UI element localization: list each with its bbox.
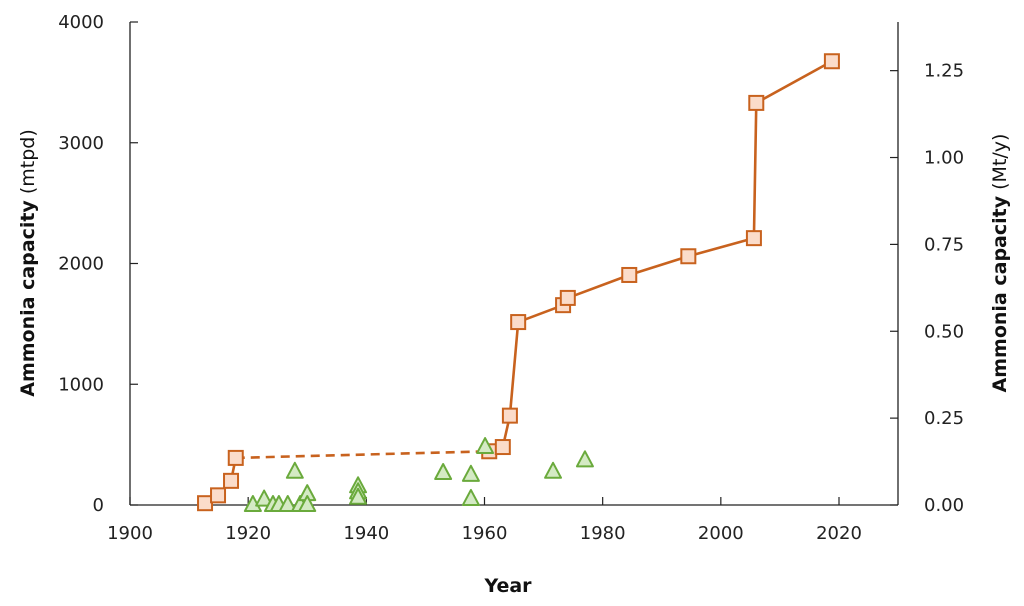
square-marker — [197, 495, 214, 512]
y-tick-label: 4000 — [58, 12, 104, 33]
triangle-marker — [461, 488, 480, 506]
y-tick-label: 1000 — [58, 374, 104, 395]
y2-tick-label: 0.25 — [924, 408, 964, 429]
square-marker — [223, 472, 240, 489]
y2-tick-label: 0.00 — [924, 495, 964, 516]
triangle-marker — [349, 487, 368, 505]
y-axis-title: Ammonia capacity (mtpd) — [17, 129, 39, 397]
x-axis-title: Year — [483, 575, 532, 597]
triangle-marker — [461, 464, 480, 482]
triangle-marker — [278, 495, 297, 512]
square-marker — [210, 487, 227, 504]
y2-tick-label: 1.00 — [924, 148, 964, 169]
x-tick-label: 1920 — [225, 523, 271, 544]
square-marker — [823, 53, 840, 70]
y2-tick-label: 0.75 — [924, 234, 964, 255]
triangle-marker — [298, 495, 317, 512]
square-marker — [227, 449, 244, 466]
triangle-marker — [285, 461, 304, 479]
square-marker — [494, 439, 511, 456]
largest-plant-line-late — [488, 60, 833, 453]
square-marker — [621, 266, 638, 283]
square-marker — [559, 289, 576, 306]
triangle-marker — [476, 437, 495, 455]
square-marker — [501, 407, 518, 424]
y2-tick-label: 1.25 — [924, 61, 964, 82]
largest-plant-line-dashed — [235, 449, 490, 460]
x-tick-label: 1980 — [580, 523, 626, 544]
x-tick-label: 2020 — [816, 523, 862, 544]
axes: 0 1000 2000 3000 4000 0.00 0.25 0.50 0.75 1.00 1.2… — [58, 12, 964, 544]
series-lines — [204, 60, 833, 505]
square-marker — [745, 230, 762, 247]
triangle-marker — [255, 489, 274, 507]
y-tick-label: 2000 — [58, 254, 104, 275]
y2-tick-label: 0.50 — [924, 321, 964, 342]
triangle-marker — [575, 450, 594, 468]
triangle-marker — [434, 463, 453, 481]
triangle-marker — [544, 461, 563, 479]
square-marker — [748, 94, 765, 111]
square-marker — [510, 314, 527, 331]
x-tick-label: 1960 — [462, 523, 508, 544]
x-tick-label: 1900 — [107, 523, 153, 544]
series-markers — [197, 53, 840, 512]
x-tick-label: 2000 — [698, 523, 744, 544]
y-tick-label: 0 — [93, 495, 104, 516]
x-tick-label: 1940 — [343, 523, 389, 544]
y-tick-label: 3000 — [58, 133, 104, 154]
square-marker — [680, 248, 697, 265]
y2-axis-title: Ammonia capacity (Mt/y) — [989, 134, 1011, 393]
